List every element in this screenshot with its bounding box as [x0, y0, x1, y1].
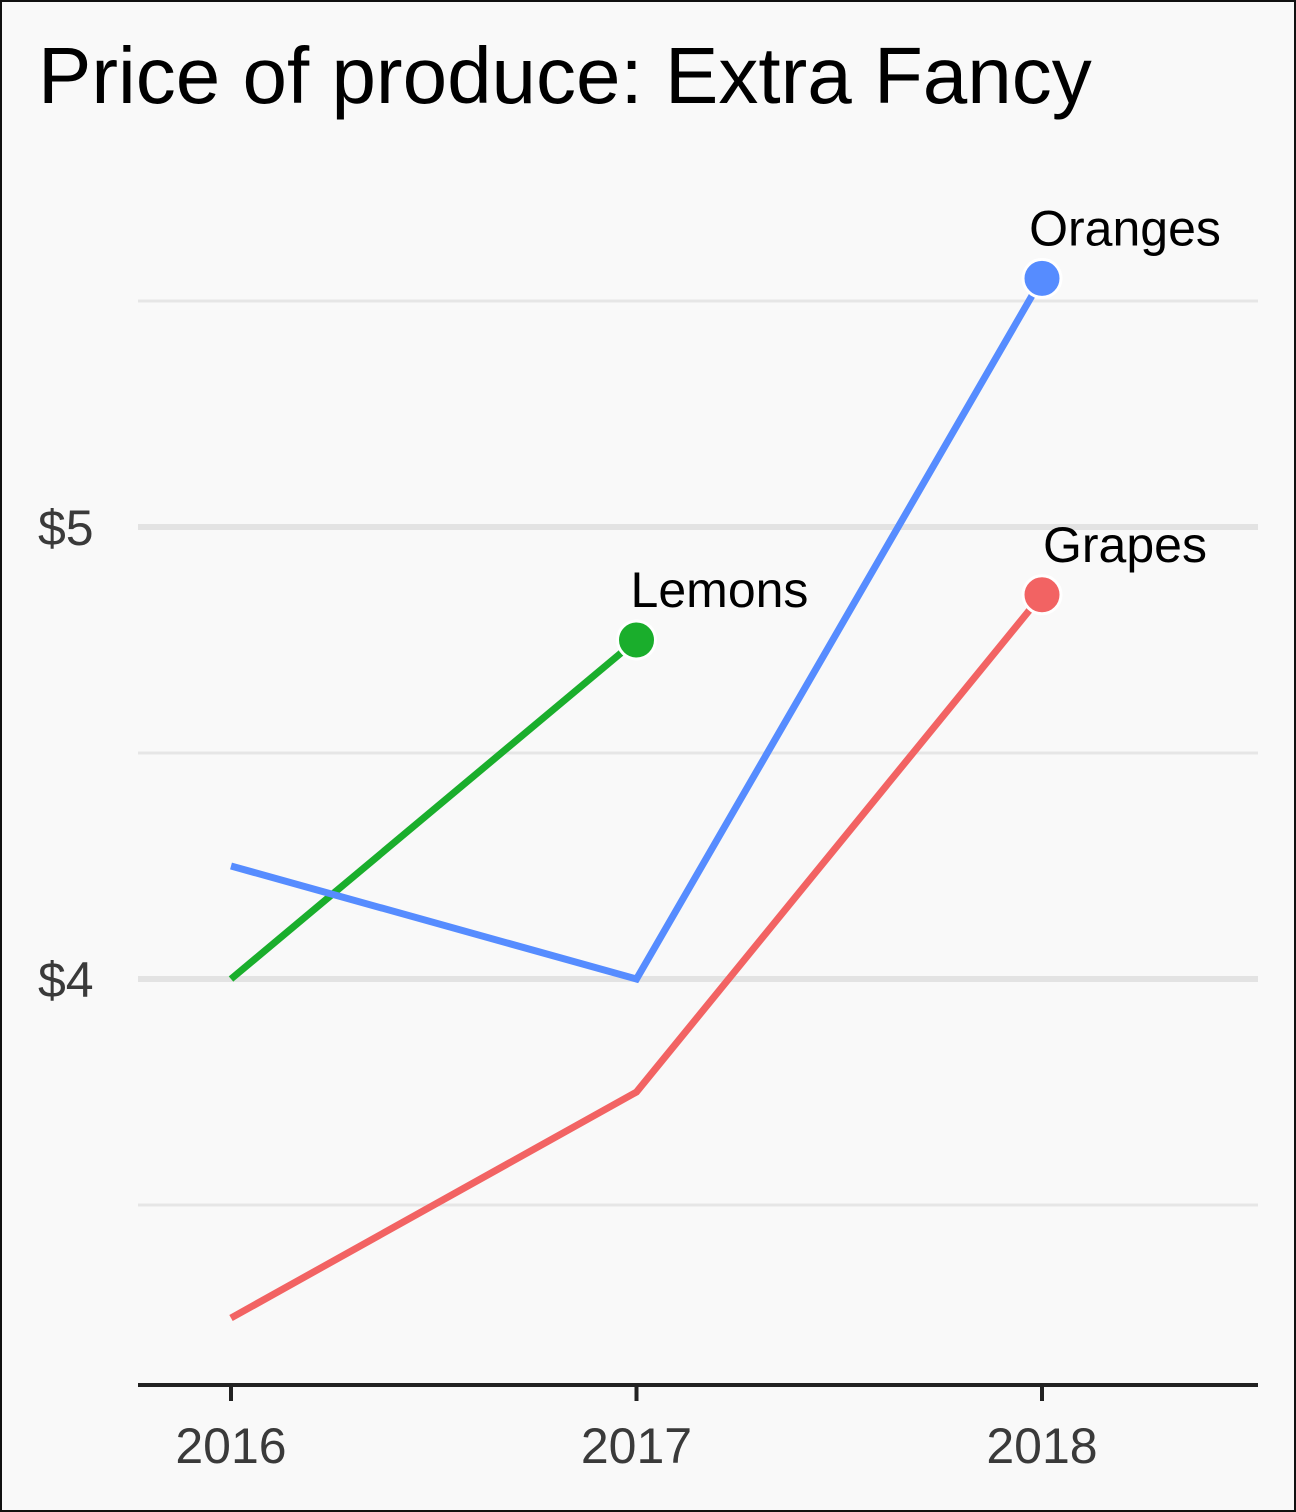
axes: $4 $5 2016 2017 2018 — [38, 500, 1258, 1474]
y-tick-label: $5 — [38, 500, 94, 556]
series-label-lemons: Lemons — [631, 562, 809, 618]
series-endpoint-oranges — [1021, 257, 1063, 299]
x-tick-label: 2018 — [986, 1418, 1097, 1474]
series-label-oranges: Oranges — [1029, 200, 1221, 256]
series-lines — [228, 257, 1063, 1322]
grid-lines — [138, 299, 1258, 1207]
series-endpoint-grapes — [1021, 574, 1063, 616]
y-tick-label: $4 — [38, 952, 94, 1008]
series-line-lemons — [228, 637, 639, 982]
series-line-oranges — [230, 276, 1046, 984]
chart-title: Price of produce: Extra Fancy — [38, 31, 1092, 120]
series-line-grapes — [229, 592, 1045, 1322]
x-tick-label: 2016 — [175, 1418, 286, 1474]
series-labels: Lemons Oranges Grapes — [631, 200, 1221, 618]
series-label-grapes: Grapes — [1043, 517, 1207, 573]
x-tick-label: 2017 — [581, 1418, 692, 1474]
series-endpoint-lemons — [616, 619, 657, 661]
